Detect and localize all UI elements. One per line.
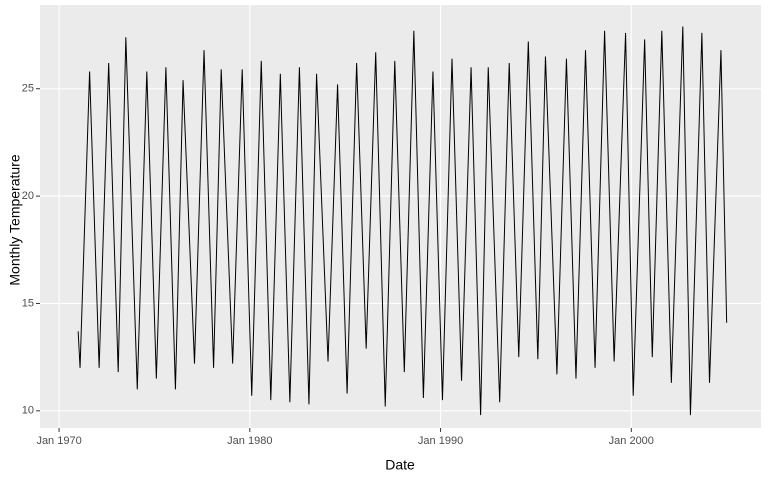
x-tick-label: Jan 1980	[227, 435, 272, 447]
x-tick-label: Jan 2000	[609, 435, 654, 447]
y-tick-label: 15	[22, 297, 34, 309]
y-tick-label: 10	[22, 405, 34, 417]
y-tick-label: 25	[22, 83, 34, 95]
data-line	[77, 26, 728, 416]
x-axis-title: Date	[385, 457, 415, 473]
y-axis-title: Monthly Temperature	[7, 154, 23, 285]
y-tick-label: 20	[22, 190, 34, 202]
x-tick-label: Jan 1970	[36, 435, 81, 447]
panel	[40, 5, 761, 428]
x-tick-label: Jan 1990	[418, 435, 463, 447]
